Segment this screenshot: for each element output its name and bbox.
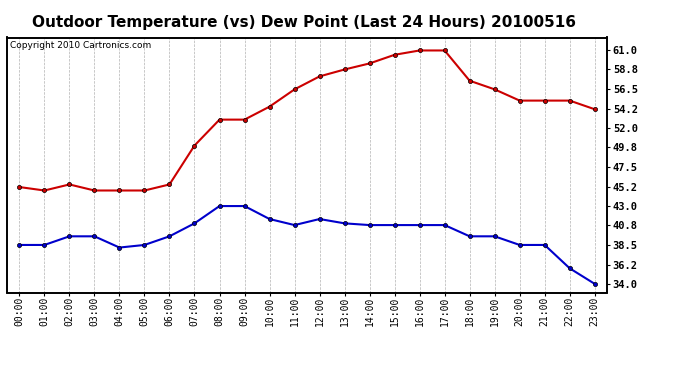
Text: Copyright 2010 Cartronics.com: Copyright 2010 Cartronics.com	[10, 41, 151, 50]
Text: Outdoor Temperature (vs) Dew Point (Last 24 Hours) 20100516: Outdoor Temperature (vs) Dew Point (Last…	[32, 15, 575, 30]
